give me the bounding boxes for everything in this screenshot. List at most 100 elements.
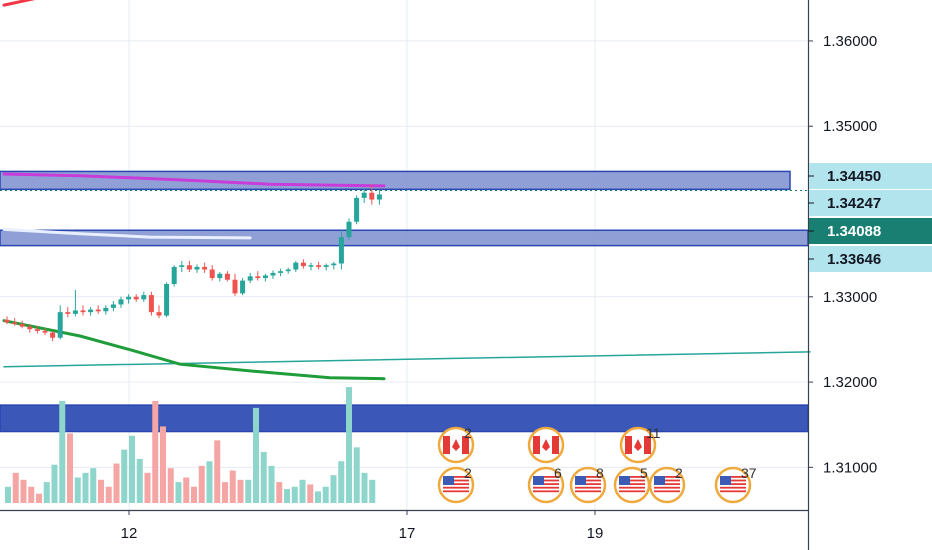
candles — [4, 184, 382, 342]
flag-stripe — [443, 486, 469, 489]
canada-flag-icon[interactable] — [527, 426, 565, 464]
y-tick-label: 1.35000 — [823, 118, 877, 135]
maple-leaf — [452, 439, 460, 451]
volume-bar — [183, 477, 190, 503]
flag-canton — [533, 476, 544, 485]
flag-stripe — [533, 483, 559, 485]
flag-stripe — [619, 479, 645, 482]
candle-body — [50, 332, 56, 338]
candle-body — [361, 192, 367, 198]
volume-bar — [20, 479, 27, 503]
volume-bars — [5, 387, 376, 503]
usa-flag-icon[interactable]: 37 — [714, 465, 757, 504]
volume-bar — [260, 451, 267, 503]
green-ma-line — [2, 319, 386, 381]
candle-body — [80, 310, 86, 313]
event-count: 2 — [675, 465, 683, 481]
candle-body — [126, 296, 132, 300]
volume-bar — [276, 482, 283, 503]
candle-body — [4, 319, 10, 323]
flag-stripe — [720, 490, 746, 493]
x-tick-label: 19 — [587, 525, 604, 542]
usa-flag-icon[interactable]: 5 — [613, 465, 651, 504]
usa-flag-icon[interactable]: 2 — [437, 465, 475, 504]
volume-bar — [284, 489, 290, 503]
volume-bar — [136, 458, 143, 503]
volume-bar — [229, 470, 236, 503]
flag-band — [443, 436, 450, 454]
canada-flag-icon[interactable]: 2 — [437, 425, 475, 464]
volume-bar — [74, 477, 81, 503]
flag-stripe — [654, 479, 680, 482]
candle-body — [232, 279, 238, 294]
candle-body — [316, 265, 322, 267]
candle-body — [156, 312, 162, 316]
maple-leaf — [542, 439, 550, 451]
volume-bar — [206, 461, 213, 503]
candle-body — [133, 296, 139, 300]
usa-flag-icon[interactable]: 2 — [648, 465, 686, 504]
x-tick-label: 17 — [399, 525, 416, 542]
flag-stripe — [619, 483, 645, 485]
candle-body — [65, 312, 71, 314]
magenta-ma-line — [2, 172, 386, 188]
volume-bar — [299, 479, 306, 503]
volume-bar — [82, 472, 89, 503]
volume-bar — [152, 400, 159, 503]
candle-body — [323, 265, 329, 267]
candle-body — [88, 309, 94, 313]
white-ma-line — [2, 227, 252, 240]
price-axis[interactable]: 1.36000 1.35000 1.33000 1.32000 1.31000 — [808, 33, 877, 476]
candle-body — [194, 266, 200, 270]
economic-events[interactable]: 2 11 2 6 8 5 2 37 — [437, 425, 757, 504]
y-tick-label: 1.36000 — [823, 33, 877, 50]
volume-bar — [144, 472, 151, 503]
maple-leaf — [634, 439, 642, 451]
price-label-bg — [809, 246, 932, 272]
flag-band — [462, 436, 469, 454]
y-tick-label: 1.32000 — [823, 374, 877, 391]
canada-flag-icon[interactable]: 11 — [619, 425, 661, 464]
flag-stripe — [654, 486, 680, 489]
candle-body — [278, 271, 284, 273]
price-label-bg — [809, 190, 932, 216]
candle-body — [285, 269, 291, 272]
candle-body — [255, 276, 261, 279]
y-tick-label: 1.31000 — [823, 459, 877, 476]
volume-bar — [5, 486, 11, 503]
flag-canton — [443, 476, 454, 485]
flag-stripe — [720, 483, 746, 485]
flag-band — [625, 436, 632, 454]
price-label-bg — [809, 163, 932, 189]
y-tick-label: 1.33000 — [823, 289, 877, 306]
volume-bar — [43, 482, 50, 503]
event-count: 2 — [464, 425, 472, 441]
volume-bar — [330, 475, 337, 503]
volume-bar — [98, 479, 104, 503]
usa-flag-icon[interactable]: 8 — [569, 465, 607, 504]
volume-bar — [67, 433, 73, 503]
event-count: 8 — [596, 465, 604, 481]
volume-bar — [129, 435, 135, 503]
volume-bar — [361, 472, 368, 503]
flag-stripe — [443, 490, 469, 493]
zone-rect — [0, 229, 809, 247]
candle-body — [95, 309, 101, 312]
time-axis[interactable]: 12 17 19 — [121, 510, 604, 542]
candle-body — [202, 266, 208, 270]
volume-bar — [59, 400, 66, 503]
candle-body — [186, 265, 192, 270]
candle-body — [171, 266, 177, 284]
volume-bar — [253, 407, 259, 503]
usa-flag-icon[interactable]: 6 — [527, 465, 565, 504]
candle-body — [308, 265, 314, 267]
flag-stripe — [575, 490, 601, 493]
price-label-text: 1.34088 — [827, 223, 881, 240]
candle-body — [369, 192, 375, 200]
volume-bar — [36, 493, 42, 503]
candle-body — [179, 265, 185, 267]
flag-stripe — [533, 476, 559, 478]
volume-bar — [245, 479, 252, 503]
